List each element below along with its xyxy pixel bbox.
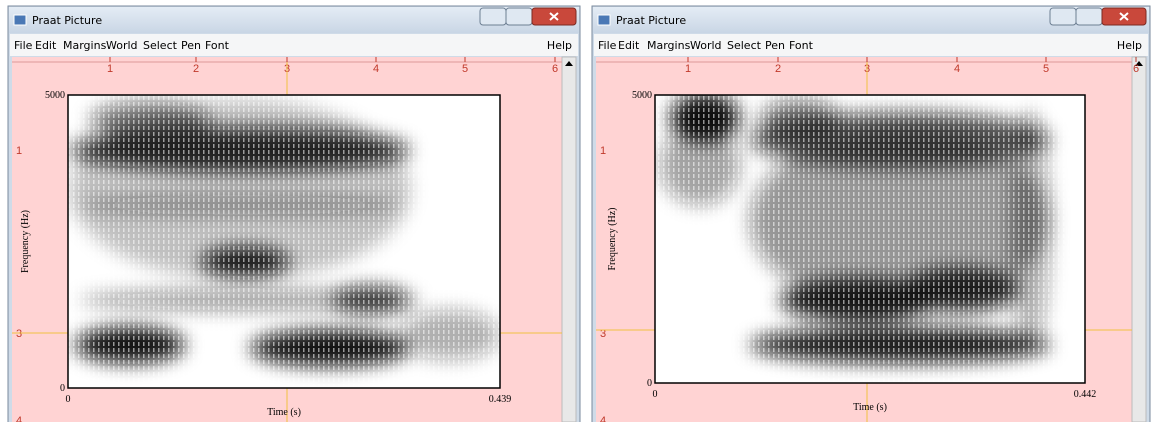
scrollbar[interactable]	[1132, 57, 1146, 422]
x-max-label: 0.442	[1074, 389, 1097, 400]
x-min-label: 0	[653, 389, 658, 400]
menu-help[interactable]: Help	[1117, 39, 1142, 52]
screenshot: Praat PictureFileEditMarginsWorldSelectP…	[0, 0, 1156, 422]
window-icon	[598, 15, 610, 25]
menu-item[interactable]: World	[690, 39, 722, 52]
menu-item[interactable]: Font	[789, 39, 814, 52]
x-axis-title: Time (s)	[267, 407, 301, 418]
menu-item[interactable]: Edit	[35, 39, 57, 52]
ruler-top-label: 1	[107, 63, 113, 75]
x-max-label: 0.439	[489, 394, 512, 405]
scrollbar[interactable]	[562, 57, 576, 422]
spectrogram	[655, 93, 1085, 383]
ruler-left-label: 4	[16, 415, 22, 422]
x-axis-title: Time (s)	[853, 402, 887, 413]
ruler-left-label: 1	[16, 145, 22, 157]
menu-item[interactable]: Margins	[63, 39, 107, 52]
ruler-left-label: 4	[600, 415, 606, 422]
menu-item[interactable]: Font	[205, 39, 230, 52]
ruler-top-label: 4	[954, 63, 960, 75]
menu-item[interactable]: World	[106, 39, 138, 52]
ruler-top-label: 5	[1043, 63, 1049, 75]
ruler-top-label: 6	[1133, 63, 1139, 75]
window-title: Praat Picture	[32, 14, 102, 27]
y-min-label: 0	[647, 378, 652, 389]
ruler-top-label: 2	[193, 63, 199, 75]
maximize-button[interactable]	[506, 8, 532, 25]
spectrogram	[68, 95, 500, 388]
ruler-top-label: 1	[685, 63, 691, 75]
ruler-top-label: 5	[462, 63, 468, 75]
ruler-top-label: 2	[775, 63, 781, 75]
ruler-top-label: 4	[373, 63, 379, 75]
menu-item[interactable]: File	[14, 39, 33, 52]
y-max-label: 5000	[45, 90, 65, 101]
menu-item[interactable]: Select	[143, 39, 178, 52]
menu-help[interactable]: Help	[547, 39, 572, 52]
glottal-striations	[68, 95, 500, 388]
window-icon	[14, 15, 26, 25]
ruler-left-label: 1	[600, 145, 606, 157]
minimize-button[interactable]	[1050, 8, 1076, 25]
maximize-button[interactable]	[1076, 8, 1102, 25]
x-min-label: 0	[66, 394, 71, 405]
menu-item[interactable]: Pen	[181, 39, 201, 52]
menu-item[interactable]: Pen	[765, 39, 785, 52]
glottal-striations	[655, 95, 1085, 383]
ruler-left-label: 3	[16, 328, 22, 340]
y-axis-title: Frequency (Hz)	[607, 207, 618, 270]
menu-item[interactable]: Edit	[618, 39, 640, 52]
y-max-label: 5000	[632, 90, 652, 101]
y-axis-title: Frequency (Hz)	[20, 210, 31, 273]
menu-item[interactable]: Margins	[647, 39, 691, 52]
menu-item[interactable]: File	[598, 39, 617, 52]
ruler-top-label: 6	[552, 63, 558, 75]
window-title: Praat Picture	[616, 14, 686, 27]
minimize-button[interactable]	[480, 8, 506, 25]
y-min-label: 0	[60, 383, 65, 394]
menu-item[interactable]: Select	[727, 39, 762, 52]
